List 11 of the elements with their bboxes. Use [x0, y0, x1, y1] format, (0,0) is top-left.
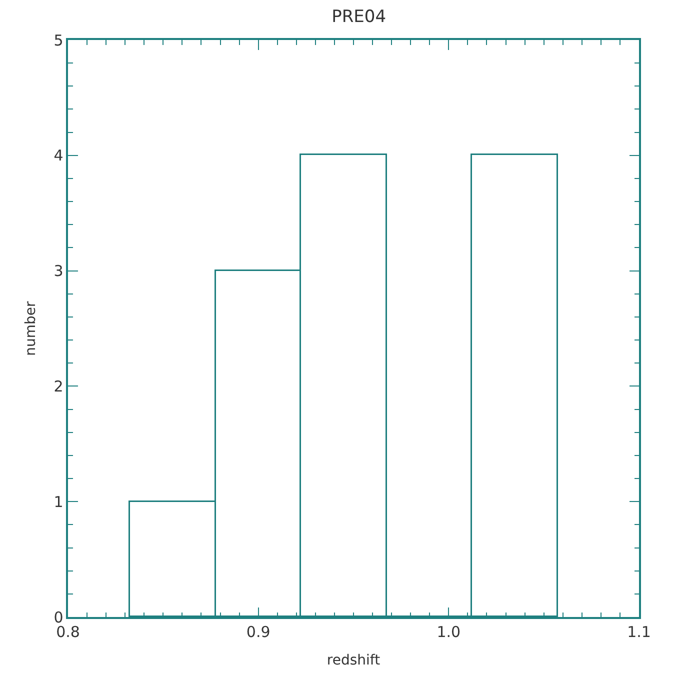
- y-tick-label: 1: [54, 492, 64, 511]
- y-axis-title: number: [22, 300, 39, 356]
- y-tick-label: 2: [54, 377, 64, 396]
- x-tick-label: 0.9: [246, 622, 270, 641]
- y-tick-label: 5: [54, 31, 64, 50]
- x-tick-label: 1.1: [627, 622, 651, 641]
- x-tick-label: 1.0: [436, 622, 461, 641]
- y-tick-label: 3: [54, 262, 64, 280]
- y-tick-label: 4: [54, 146, 64, 165]
- chart-title: PRE04: [332, 7, 386, 28]
- x-axis-title: redshift: [326, 652, 381, 669]
